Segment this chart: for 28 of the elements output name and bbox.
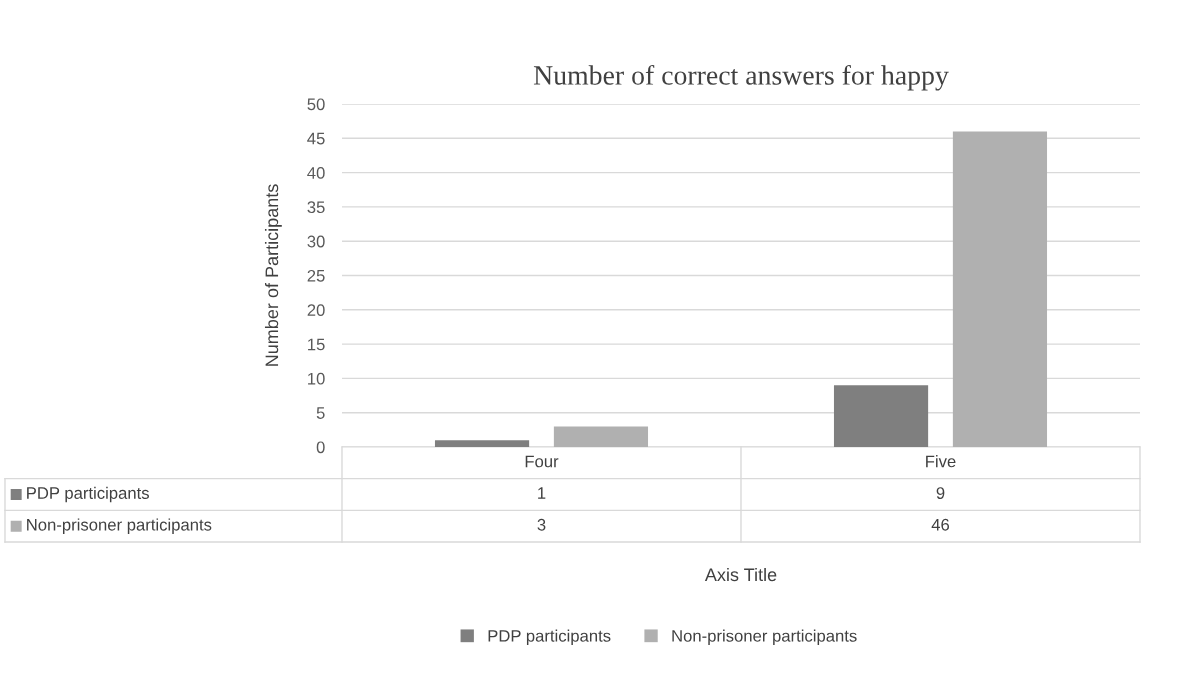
x-tick-label: Five bbox=[926, 455, 956, 468]
y-tick-label: 35 bbox=[307, 201, 325, 214]
y-tick-label: 5 bbox=[316, 407, 325, 419]
y-tick-label: 45 bbox=[307, 132, 325, 145]
y-tick-label: 50 bbox=[307, 98, 325, 111]
y-axis-title: Number of Participants bbox=[264, 184, 282, 366]
x-tick-label: Four bbox=[525, 455, 559, 468]
text: Non-prisoner participants bbox=[27, 518, 212, 534]
bar bbox=[833, 385, 929, 447]
legend-label: Non-prisoner participants bbox=[672, 629, 857, 646]
bar bbox=[553, 426, 649, 447]
y-tick-label: 25 bbox=[307, 269, 325, 282]
bar bbox=[952, 131, 1048, 447]
legend-label: PDP participants bbox=[488, 629, 611, 646]
y-tick-label: 40 bbox=[307, 167, 325, 179]
data-label: 3 bbox=[537, 518, 546, 531]
y-tick-label: 10 bbox=[308, 372, 325, 385]
y-tick-label: 20 bbox=[307, 304, 325, 316]
text: PDP participants bbox=[27, 486, 149, 503]
bar bbox=[434, 440, 530, 447]
data-label: 9 bbox=[936, 487, 945, 499]
y-tick-label: 0 bbox=[316, 441, 325, 454]
text: Axis Title bbox=[704, 567, 777, 582]
data-label: 1 bbox=[538, 487, 546, 499]
y-tick-label: 15 bbox=[308, 338, 325, 351]
data-label: 46 bbox=[931, 518, 950, 531]
chart-title: Number of correct answers for happy bbox=[533, 65, 949, 91]
y-tick-label: 30 bbox=[307, 235, 325, 248]
